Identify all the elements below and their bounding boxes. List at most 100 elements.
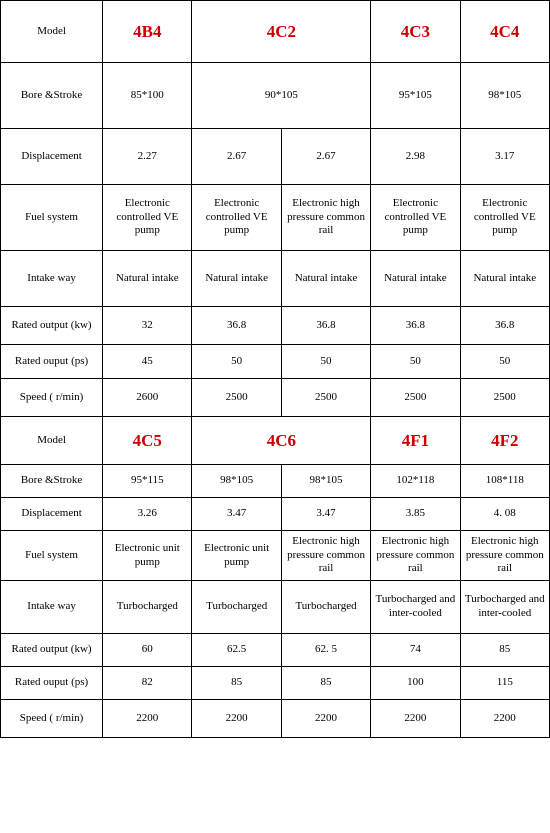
cell: 50 <box>281 345 370 379</box>
cell: 82 <box>103 667 192 700</box>
model-value: 4C2 <box>192 1 371 63</box>
row-label: Rated output (kw) <box>1 307 103 345</box>
cell: 32 <box>103 307 192 345</box>
row-label: Speed ( r/min) <box>1 379 103 417</box>
cell: Electronic controlled VE pump <box>103 185 192 251</box>
cell: Natural intake <box>371 251 460 307</box>
table-row: Rated ouput (ps) 82 85 85 100 115 <box>1 667 550 700</box>
cell: 2.98 <box>371 129 460 185</box>
cell: Turbocharged and inter-cooled <box>460 581 549 634</box>
cell: 2200 <box>103 700 192 738</box>
cell: 62.5 <box>192 634 281 667</box>
model-value: 4C6 <box>192 417 371 465</box>
cell: 2.67 <box>281 129 370 185</box>
table-row: Fuel system Electronic unit pump Electro… <box>1 531 550 581</box>
cell: 102*118 <box>371 465 460 498</box>
cell: 36.8 <box>192 307 281 345</box>
cell: 74 <box>371 634 460 667</box>
model-value: 4C5 <box>103 417 192 465</box>
cell: 2500 <box>460 379 549 417</box>
cell: 45 <box>103 345 192 379</box>
cell: Electronic unit pump <box>103 531 192 581</box>
cell: Electronic high pressure common rail <box>460 531 549 581</box>
table-row: Model 4B4 4C2 4C3 4C4 <box>1 1 550 63</box>
cell: 85 <box>281 667 370 700</box>
cell: 3.17 <box>460 129 549 185</box>
cell: 50 <box>371 345 460 379</box>
cell: Natural intake <box>192 251 281 307</box>
cell: 95*105 <box>371 63 460 129</box>
row-label: Rated ouput (ps) <box>1 345 103 379</box>
row-label: Displacement <box>1 498 103 531</box>
row-label: Fuel system <box>1 185 103 251</box>
table-row: Rated output (kw) 32 36.8 36.8 36.8 36.8 <box>1 307 550 345</box>
cell: 2200 <box>281 700 370 738</box>
cell: Turbocharged <box>103 581 192 634</box>
cell: Natural intake <box>103 251 192 307</box>
cell: 108*118 <box>460 465 549 498</box>
cell: Turbocharged <box>192 581 281 634</box>
table-row: Model 4C5 4C6 4F1 4F2 <box>1 417 550 465</box>
cell: Electronic controlled VE pump <box>371 185 460 251</box>
cell: 2500 <box>281 379 370 417</box>
cell: 2.27 <box>103 129 192 185</box>
row-label: Bore &Stroke <box>1 63 103 129</box>
cell: 98*105 <box>281 465 370 498</box>
cell: 85 <box>460 634 549 667</box>
cell: 36.8 <box>281 307 370 345</box>
cell: 60 <box>103 634 192 667</box>
cell: 2.67 <box>192 129 281 185</box>
cell: 3.85 <box>371 498 460 531</box>
cell: 90*105 <box>192 63 371 129</box>
cell: 62. 5 <box>281 634 370 667</box>
row-label: Fuel system <box>1 531 103 581</box>
model-value: 4F1 <box>371 417 460 465</box>
cell: 2500 <box>192 379 281 417</box>
table-row: Fuel system Electronic controlled VE pum… <box>1 185 550 251</box>
cell: 2200 <box>192 700 281 738</box>
table-row: Displacement 3.26 3.47 3.47 3.85 4. 08 <box>1 498 550 531</box>
cell: 3.47 <box>192 498 281 531</box>
cell: 100 <box>371 667 460 700</box>
row-label: Speed ( r/min) <box>1 700 103 738</box>
row-label: Bore &Stroke <box>1 465 103 498</box>
cell: 85 <box>192 667 281 700</box>
cell: 2200 <box>371 700 460 738</box>
cell: Turbocharged and inter-cooled <box>371 581 460 634</box>
row-label: Displacement <box>1 129 103 185</box>
cell: 115 <box>460 667 549 700</box>
table-row: Bore &Stroke 95*115 98*105 98*105 102*11… <box>1 465 550 498</box>
row-label: Intake way <box>1 251 103 307</box>
table-row: Bore &Stroke 85*100 90*105 95*105 98*105 <box>1 63 550 129</box>
cell: Electronic controlled VE pump <box>192 185 281 251</box>
model-value: 4F2 <box>460 417 549 465</box>
row-label: Model <box>1 417 103 465</box>
table-row: Rated ouput (ps) 45 50 50 50 50 <box>1 345 550 379</box>
table-row: Intake way Turbocharged Turbocharged Tur… <box>1 581 550 634</box>
row-label: Model <box>1 1 103 63</box>
cell: Turbocharged <box>281 581 370 634</box>
cell: 85*100 <box>103 63 192 129</box>
table-row: Displacement 2.27 2.67 2.67 2.98 3.17 <box>1 129 550 185</box>
cell: 50 <box>460 345 549 379</box>
table-row: Speed ( r/min) 2200 2200 2200 2200 2200 <box>1 700 550 738</box>
cell: Electronic high pressure common rail <box>281 185 370 251</box>
cell: 98*105 <box>192 465 281 498</box>
table-row: Speed ( r/min) 2600 2500 2500 2500 2500 <box>1 379 550 417</box>
cell: 50 <box>192 345 281 379</box>
cell: 2200 <box>460 700 549 738</box>
cell: Natural intake <box>281 251 370 307</box>
table-row: Intake way Natural intake Natural intake… <box>1 251 550 307</box>
cell: 95*115 <box>103 465 192 498</box>
cell: 36.8 <box>371 307 460 345</box>
model-value: 4C3 <box>371 1 460 63</box>
row-label: Rated output (kw) <box>1 634 103 667</box>
cell: 2600 <box>103 379 192 417</box>
cell: Electronic high pressure common rail <box>371 531 460 581</box>
model-value: 4B4 <box>103 1 192 63</box>
cell: 98*105 <box>460 63 549 129</box>
cell: 3.47 <box>281 498 370 531</box>
cell: Electronic unit pump <box>192 531 281 581</box>
row-label: Intake way <box>1 581 103 634</box>
row-label: Rated ouput (ps) <box>1 667 103 700</box>
